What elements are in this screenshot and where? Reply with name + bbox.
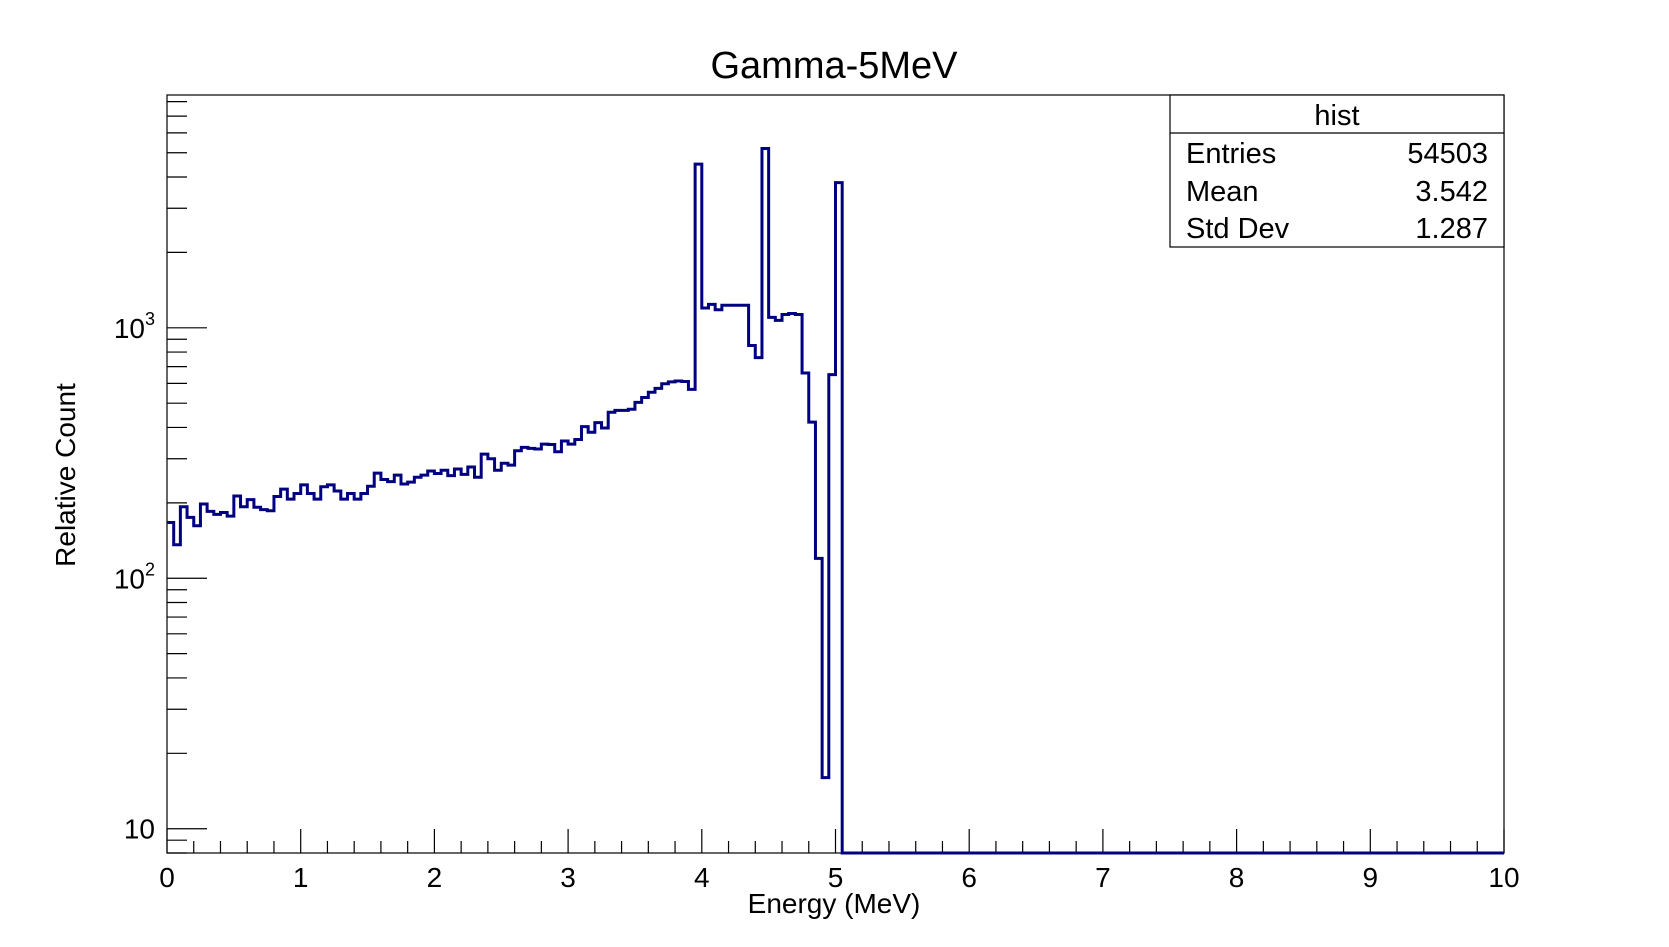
histogram-outline — [167, 146, 1504, 855]
y-axis-label: Relative Count — [50, 383, 81, 567]
stats-entries-label: Entries — [1186, 138, 1276, 170]
stats-box-title: hist — [1314, 100, 1359, 132]
stats-stddev-label: Std Dev — [1186, 213, 1290, 245]
x-tick-label: 5 — [828, 862, 844, 893]
stats-box-frame — [1169, 94, 1505, 248]
x-tick-label: 6 — [961, 862, 977, 893]
y-tick-label: 102 — [114, 559, 155, 594]
x-tick-label: 0 — [159, 862, 175, 893]
x-tick-label: 4 — [694, 862, 710, 893]
stats-stddev-value: 1.287 — [1415, 213, 1488, 245]
y-tick-label: 103 — [114, 309, 155, 344]
stats-entries-value: 54503 — [1407, 138, 1488, 170]
y-tick-label: 10 — [124, 814, 155, 845]
x-axis-tick-labels: 0 1 2 3 4 5 6 7 8 9 10 — [159, 862, 1519, 893]
x-tick-label: 2 — [427, 862, 443, 893]
stats-mean-value: 3.542 — [1415, 176, 1488, 208]
chart-title: Gamma-5MeV — [710, 45, 958, 87]
x-tick-label: 1 — [293, 862, 309, 893]
x-tick-label: 8 — [1229, 862, 1245, 893]
y-axis-tick-labels: 10 102 103 — [114, 309, 155, 845]
x-tick-label: 9 — [1363, 862, 1379, 893]
x-tick-label: 10 — [1488, 862, 1519, 893]
x-axis-label: Energy (MeV) — [748, 888, 921, 919]
stats-box: hist Entries 54503 Mean 3.542 Std Dev 1.… — [1169, 94, 1505, 248]
x-axis-ticks — [166, 829, 1505, 853]
x-tick-label: 3 — [560, 862, 576, 893]
y-axis-ticks — [167, 100, 207, 854]
x-tick-label: 7 — [1095, 862, 1111, 893]
stats-mean-label: Mean — [1186, 176, 1259, 208]
